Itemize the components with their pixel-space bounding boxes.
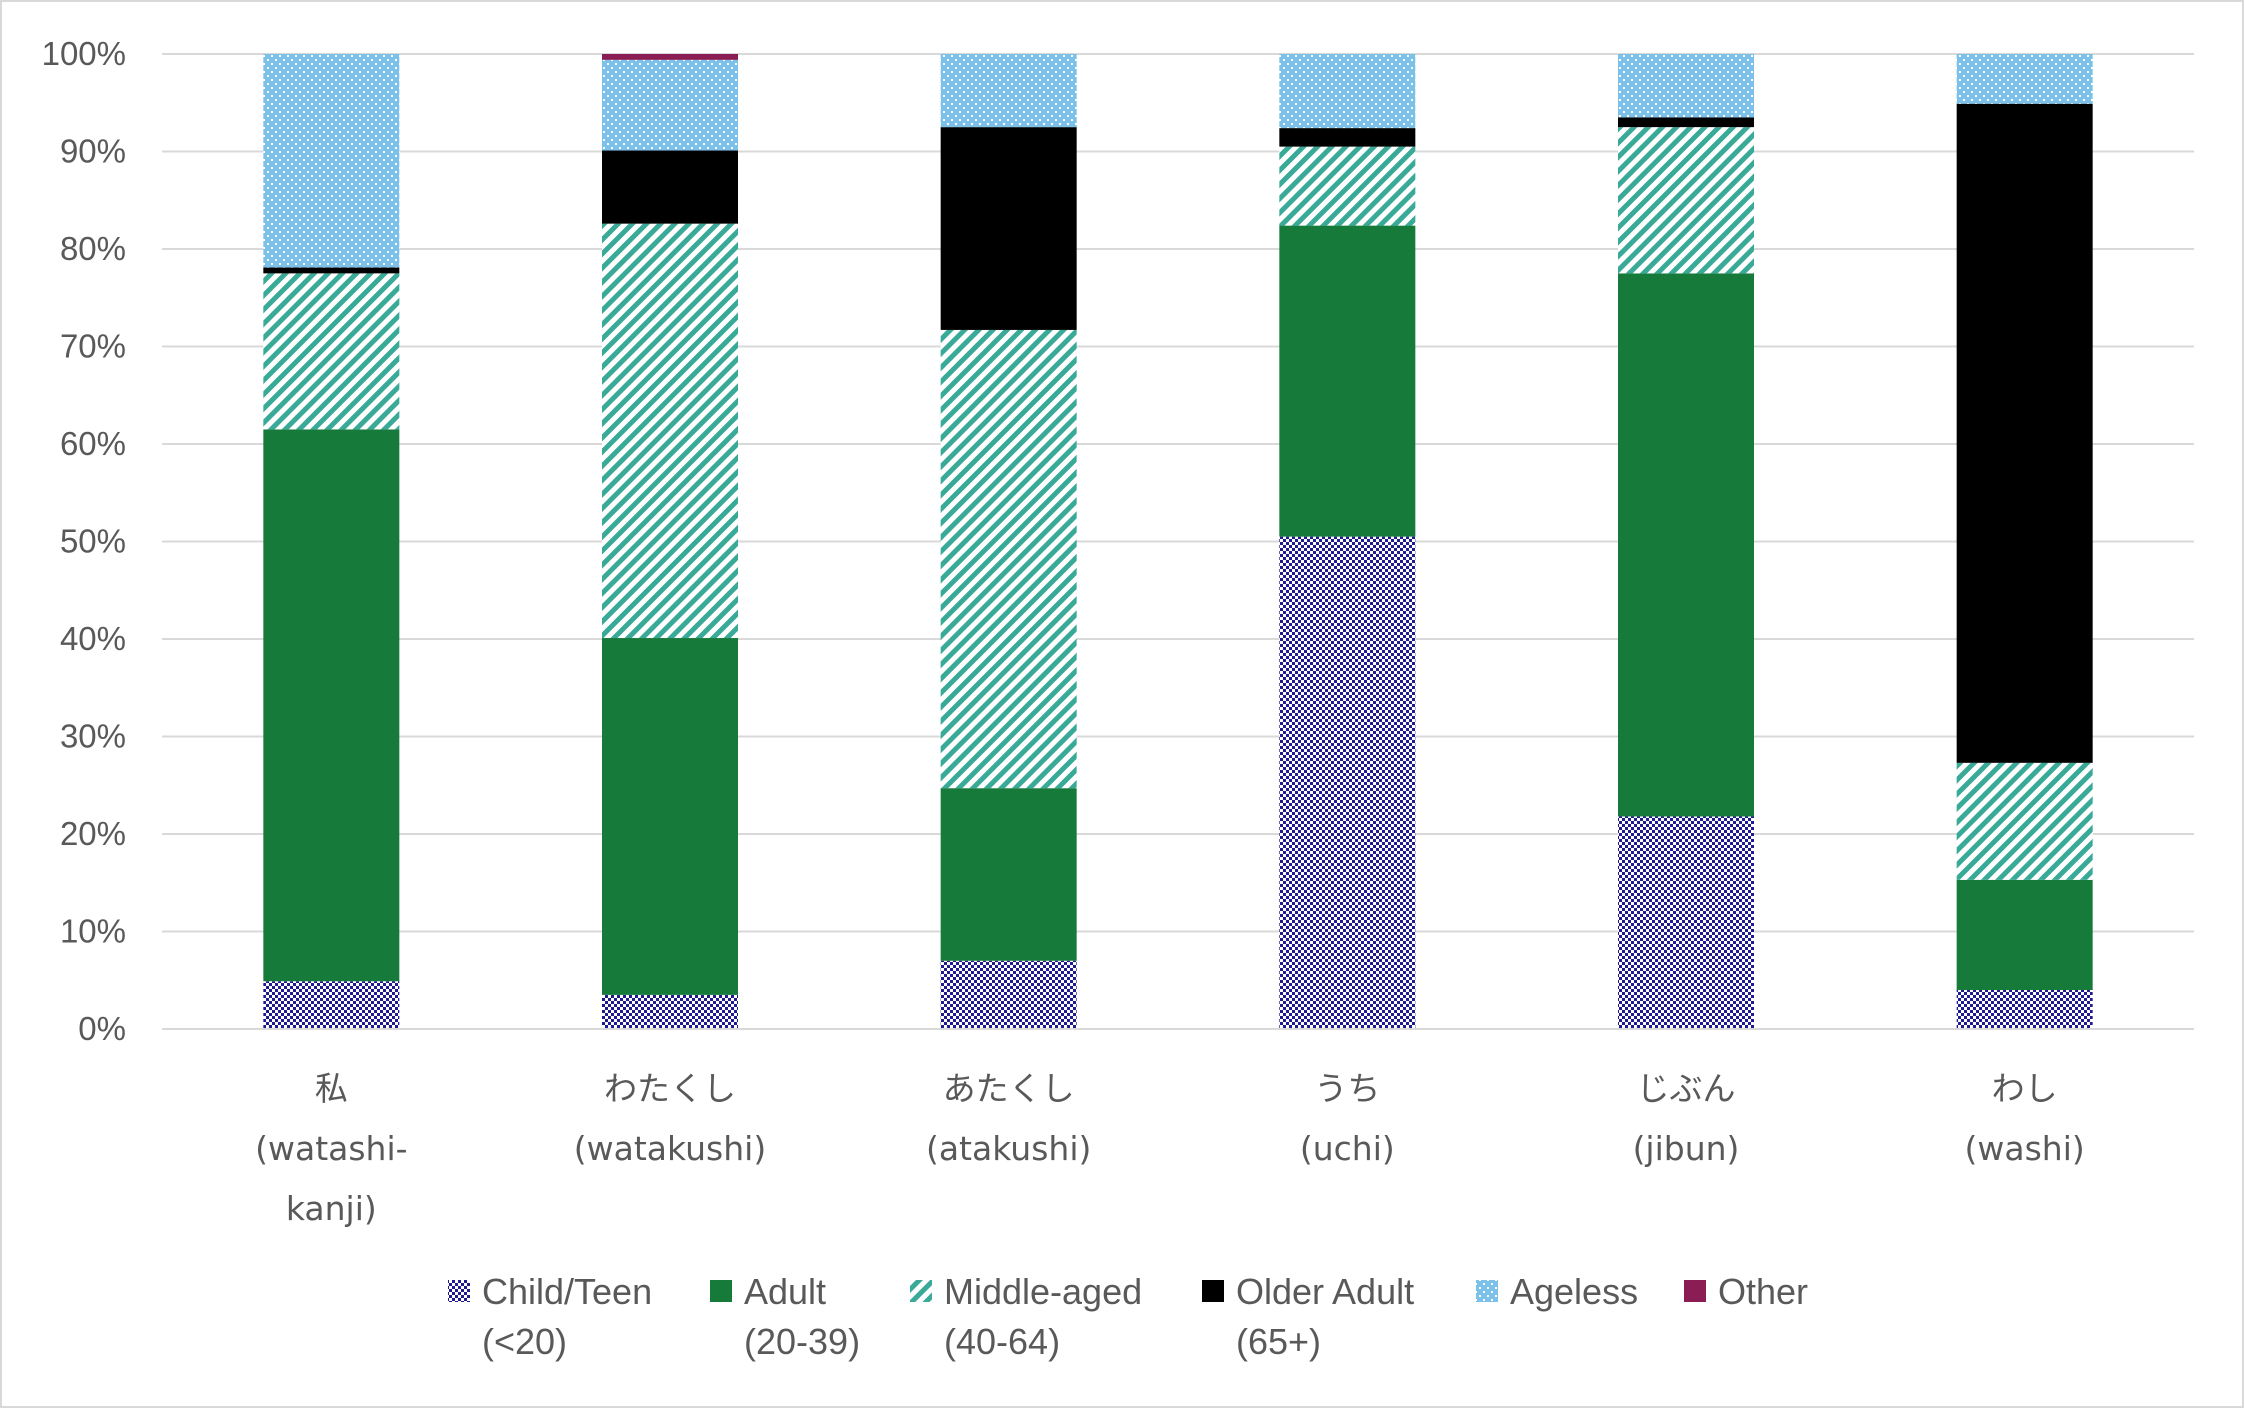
x-axis: 私(watashi-kanji) わたくし(watakushi) あたくし(atak… <box>162 1028 2194 1228</box>
y-tick-label: 80% <box>60 230 126 267</box>
y-tick-label: 50% <box>60 523 126 560</box>
category-label: わし(washi) <box>1965 1069 2085 1168</box>
y-axis: 0% 10% 20% 30% 40% 50% 60% 70% 80% 90% 100% <box>42 35 126 1047</box>
legend-label: Middle-aged (40-64) <box>944 1271 1142 1362</box>
legend-label: Older Adult (65+) <box>1236 1271 1414 1362</box>
legend: Child/Teen (<20) Adult (20-39) Middle-aged (4… <box>448 1271 1808 1362</box>
bar-segment <box>1279 225 1416 537</box>
y-tick-label: 100% <box>42 35 126 72</box>
legend-swatch <box>710 1280 732 1302</box>
bar-segment <box>263 267 400 274</box>
y-tick-label: 0% <box>78 1010 126 1047</box>
bar-segment <box>1618 117 1754 128</box>
bar-segment <box>602 150 738 224</box>
legend-label: Child/Teen (<20) <box>482 1271 652 1362</box>
bar-segment <box>1279 54 1416 129</box>
bar-segment <box>602 59 738 151</box>
bar-segment <box>1956 103 2093 763</box>
bar-segment <box>602 54 738 60</box>
bar-segment <box>1279 128 1416 147</box>
bar-segment <box>263 54 400 268</box>
bar-segment <box>1956 54 2093 104</box>
bar-segment <box>602 638 738 995</box>
bar-segment <box>940 788 1077 961</box>
legend-swatch <box>1202 1280 1224 1302</box>
category-label: うち(uchi) <box>1300 1069 1395 1168</box>
bar-segment <box>1618 273 1754 817</box>
bar-segment <box>1956 879 2093 990</box>
bar-segment <box>1956 762 2093 880</box>
legend-swatch <box>1684 1280 1706 1302</box>
y-tick-label: 90% <box>60 133 126 170</box>
bar-segment <box>1956 990 2093 1029</box>
category-label: あたくし(atakushi) <box>926 1069 1091 1168</box>
legend-label: Ageless <box>1510 1271 1638 1312</box>
legend-swatch <box>910 1280 932 1302</box>
bar-segment <box>940 54 1077 128</box>
category-label: 私(watashi-kanji) <box>255 1069 407 1228</box>
bar-segment <box>940 329 1077 789</box>
y-tick-label: 10% <box>60 913 126 950</box>
bar-segment <box>1618 816 1754 1029</box>
bar-segment <box>1279 146 1416 226</box>
gridlines <box>162 53 2194 933</box>
y-tick-label: 30% <box>60 718 126 755</box>
legend-swatch <box>1476 1280 1498 1302</box>
bar-segment <box>1618 127 1754 274</box>
category-label: わたくし(watakushi) <box>574 1069 766 1168</box>
y-tick-label: 40% <box>60 620 126 657</box>
legend-label: Adult (20-39) <box>744 1271 860 1362</box>
legend-label: Other <box>1718 1271 1808 1312</box>
y-tick-label: 60% <box>60 425 126 462</box>
bar-segment <box>602 994 738 1029</box>
y-tick-label: 70% <box>60 328 126 365</box>
bar-segment <box>263 981 400 1029</box>
bar-segment <box>940 960 1077 1029</box>
y-tick-label: 20% <box>60 815 126 852</box>
bar-segment <box>940 127 1077 330</box>
bar-segment <box>1279 536 1416 1029</box>
bar-segment <box>263 273 400 430</box>
bar-segment <box>602 223 738 639</box>
legend-swatch <box>448 1280 470 1302</box>
bars <box>263 54 2093 1029</box>
bar-segment <box>1618 54 1754 118</box>
category-label: じぶん(jibun) <box>1633 1069 1740 1168</box>
bar-segment <box>263 429 400 982</box>
